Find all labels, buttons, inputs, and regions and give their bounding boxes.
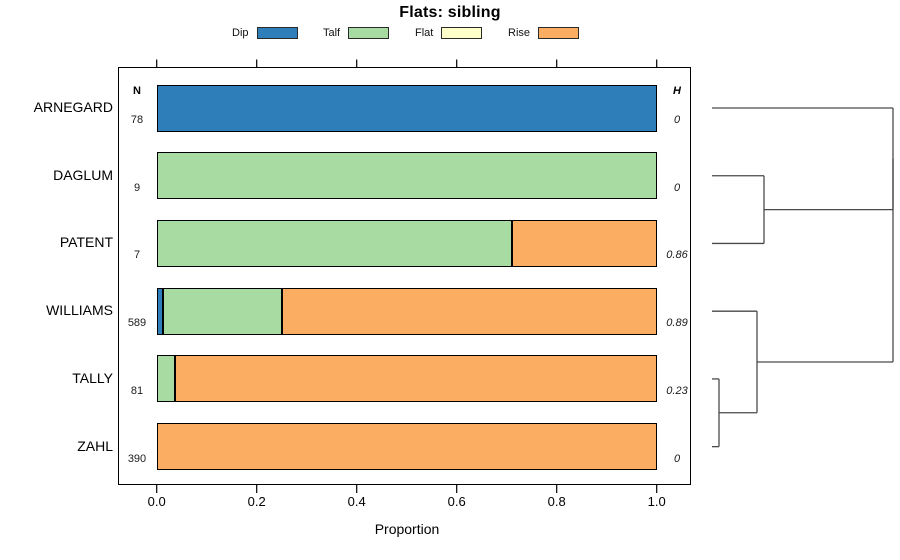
row-label: ZAHL [77,437,113,454]
n-value: 9 [133,181,141,194]
legend-item-talf: Talf [323,25,390,41]
legend-item-rise: Rise [508,25,580,41]
h-column-header: H [673,85,681,97]
bar-row [156,84,657,132]
bar-row [156,152,657,200]
bar-segment-talf [156,355,176,403]
bar-segment-talf [162,287,282,335]
legend-label: Talf [323,27,341,39]
x-axis-title: Proportion [374,521,440,537]
n-value: 589 [127,317,147,330]
chart-title: Flats: sibling [399,4,501,21]
row-label: WILLIAMS [46,302,113,319]
bar-segment-rise [511,219,657,267]
n-value: 78 [130,114,144,126]
row-label: DAGLUM [53,166,113,183]
row-label: ARNEGARD [33,99,113,115]
row-label: TALLY [72,369,113,386]
x-tick-label: 0.8 [547,494,566,509]
h-value: 0.23 [666,384,688,397]
bar-row [156,219,657,267]
plot-area-border [118,67,691,485]
legend-swatch-icon [348,27,390,39]
bar-segment-rise [281,287,657,335]
legend-item-dip: Dip [232,25,298,41]
x-tick-label: 0.0 [147,494,166,509]
x-tick-label: 0.6 [447,494,466,509]
n-value: 7 [133,249,141,262]
x-tick-label: 0.4 [347,494,366,509]
bar-segment-dip [156,287,163,335]
n-column-header: N [133,85,141,97]
h-value: 0 [673,181,681,194]
legend-item-flat: Flat [415,25,483,41]
h-value: 0 [673,452,681,465]
legend-label: Dip [232,27,249,39]
bar-row [156,287,657,335]
legend-label: Rise [508,27,531,39]
h-value: 0.86 [666,249,688,262]
legend-swatch-icon [538,27,580,39]
legend-swatch-icon [256,27,298,39]
bar-row [156,355,657,403]
h-value: 0 [673,114,681,126]
n-value: 390 [127,452,147,465]
bar-row [156,423,657,471]
x-tick-label: 1.0 [647,494,666,509]
legend-label: Flat [415,27,434,39]
bar-segment-dip [156,84,657,132]
x-tick-label: 0.2 [247,494,266,509]
h-value: 0.89 [666,317,688,330]
bar-segment-rise [156,423,657,471]
bar-segment-talf [156,219,512,267]
row-label: PATENT [59,234,113,251]
bar-segment-talf [156,152,657,200]
n-value: 81 [130,384,144,397]
legend-swatch-icon [441,27,483,39]
bar-segment-rise [175,355,657,403]
